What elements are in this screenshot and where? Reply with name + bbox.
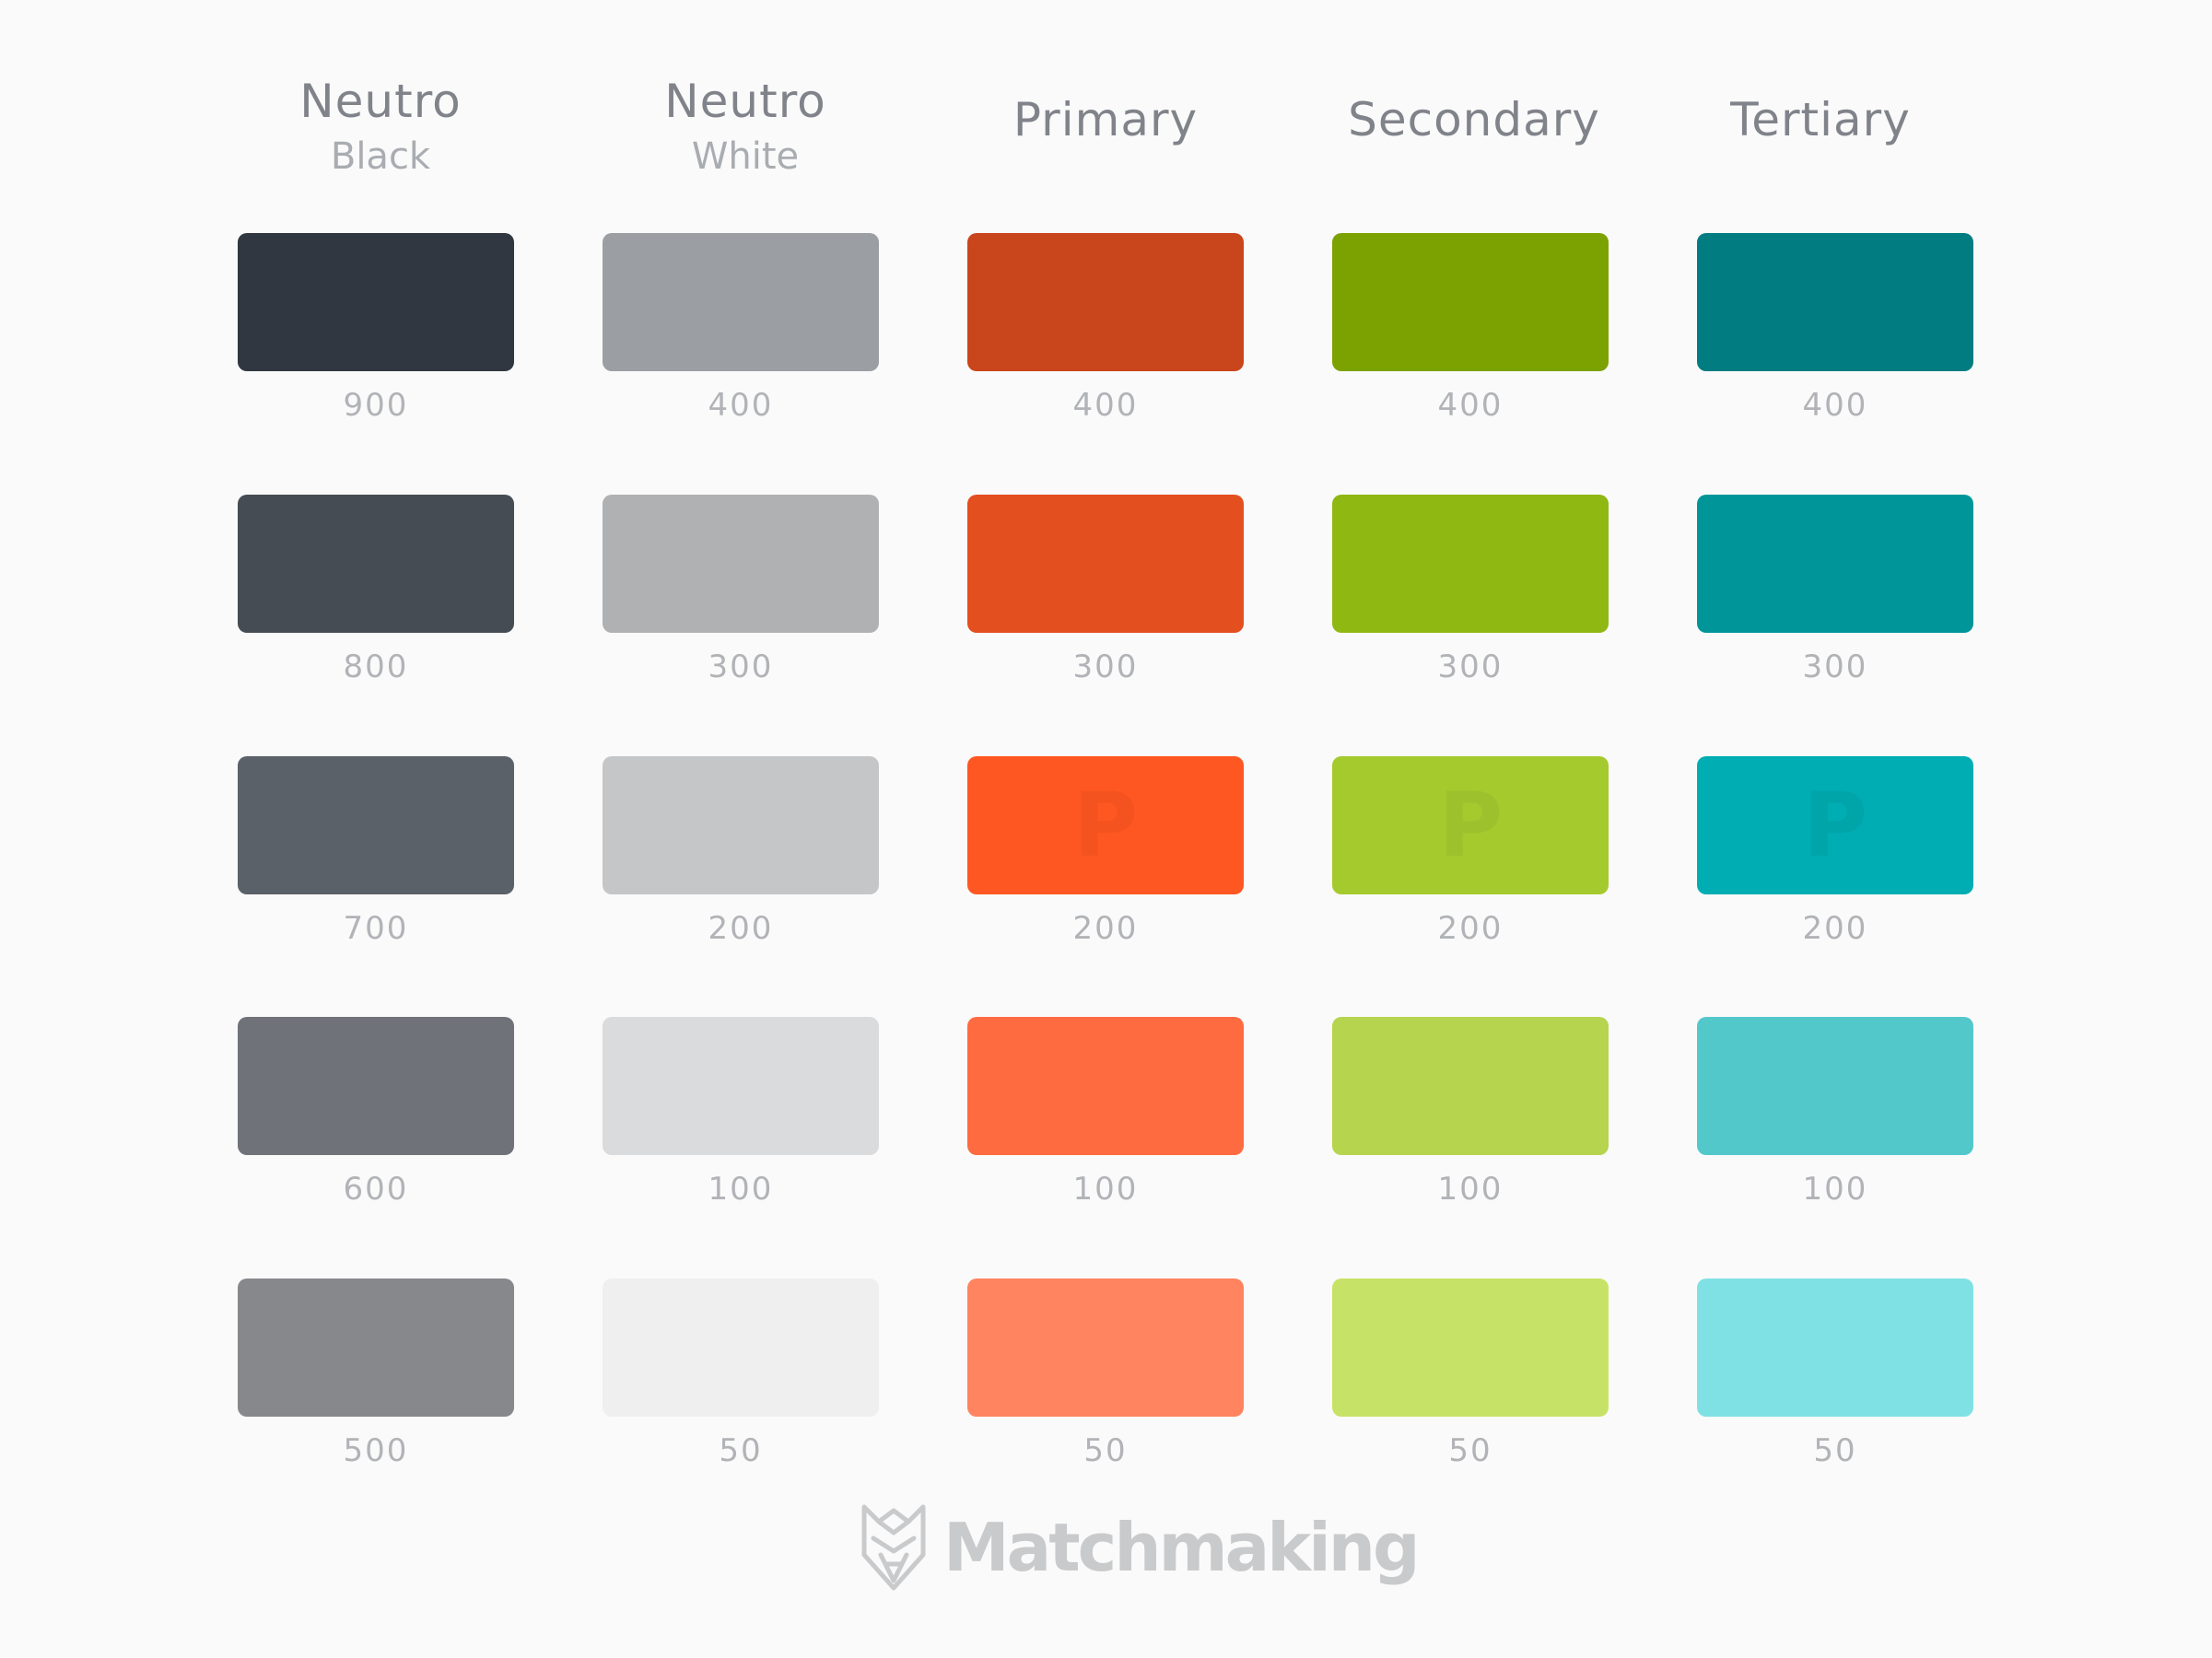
watermark-p-glyph: P <box>1332 756 1609 894</box>
column-title: Secondary <box>1348 93 1600 146</box>
swatch-secondary-300 <box>1332 495 1609 633</box>
column-title: Primary <box>1012 93 1199 146</box>
swatch-label: 100 <box>1072 1171 1139 1208</box>
swatch-primary-200: P <box>967 756 1244 894</box>
swatch-primary-300 <box>967 495 1244 633</box>
swatch-label: 800 <box>343 648 409 685</box>
column-header-tertiary: Tertiary <box>1682 92 1959 147</box>
swatch-neutro-white-300 <box>603 495 879 633</box>
swatch-label: 200 <box>1802 910 1868 947</box>
swatch-primary-100 <box>967 1017 1244 1155</box>
swatch-label: 100 <box>708 1171 774 1208</box>
swatch-label: 100 <box>1802 1171 1868 1208</box>
swatch-neutro-black-900 <box>238 233 514 371</box>
swatch-neutro-white-400 <box>603 233 879 371</box>
swatch-label: 300 <box>1072 648 1139 685</box>
swatch-label: 400 <box>1072 387 1139 424</box>
matchmaking-logo: Matchmaking <box>857 1497 1421 1598</box>
swatch-tertiary-300 <box>1697 495 1973 633</box>
column-header-secondary: Secondary <box>1336 92 1612 147</box>
swatch-tertiary-400 <box>1697 233 1973 371</box>
swatch-label: 500 <box>343 1432 409 1469</box>
watermark-p-glyph: P <box>1697 756 1973 894</box>
swatch-tertiary-50 <box>1697 1279 1973 1417</box>
swatch-neutro-black-500 <box>238 1279 514 1417</box>
swatch-primary-400 <box>967 233 1244 371</box>
swatch-label: 50 <box>1083 1432 1128 1469</box>
swatch-label: 50 <box>719 1432 763 1469</box>
column-title: Tertiary <box>1730 93 1911 146</box>
swatch-tertiary-100 <box>1697 1017 1973 1155</box>
swatch-neutro-white-200 <box>603 756 879 894</box>
swatch-label: 300 <box>708 648 774 685</box>
swatch-label: 200 <box>1072 910 1139 947</box>
swatch-neutro-black-600 <box>238 1017 514 1155</box>
swatch-label: 300 <box>1437 648 1504 685</box>
swatch-secondary-100 <box>1332 1017 1609 1155</box>
swatch-neutro-white-50 <box>603 1279 879 1417</box>
column-subtitle: Black <box>330 135 431 178</box>
swatch-label: 50 <box>1448 1432 1492 1469</box>
swatch-label: 50 <box>1813 1432 1857 1469</box>
swatch-label: 600 <box>343 1171 409 1208</box>
column-header-primary: Primary <box>967 92 1244 147</box>
column-subtitle: White <box>691 135 800 178</box>
swatch-neutro-white-100 <box>603 1017 879 1155</box>
column-header-neutro-white: Neutro White <box>607 74 884 180</box>
swatch-secondary-400 <box>1332 233 1609 371</box>
swatch-label: 200 <box>708 910 774 947</box>
swatch-neutro-black-700 <box>238 756 514 894</box>
swatch-label: 100 <box>1437 1171 1504 1208</box>
swatch-secondary-200: P <box>1332 756 1609 894</box>
swatch-secondary-50 <box>1332 1279 1609 1417</box>
swatch-label: 300 <box>1802 648 1868 685</box>
swatch-label: 400 <box>1437 387 1504 424</box>
swatch-label: 700 <box>343 910 409 947</box>
swatch-neutro-black-800 <box>238 495 514 633</box>
swatch-label: 900 <box>343 387 409 424</box>
swatch-label: 200 <box>1437 910 1504 947</box>
swatch-tertiary-200: P <box>1697 756 1973 894</box>
column-title: Neutro <box>664 75 826 128</box>
column-title: Neutro <box>299 75 462 128</box>
logo-wordmark: Matchmaking <box>943 1509 1421 1586</box>
swatch-label: 400 <box>1802 387 1868 424</box>
watermark-p-glyph: P <box>967 756 1244 894</box>
swatch-label: 400 <box>708 387 774 424</box>
wolf-head-icon <box>861 1504 926 1591</box>
swatch-primary-50 <box>967 1279 1244 1417</box>
column-header-neutro-black: Neutro Black <box>242 74 519 180</box>
